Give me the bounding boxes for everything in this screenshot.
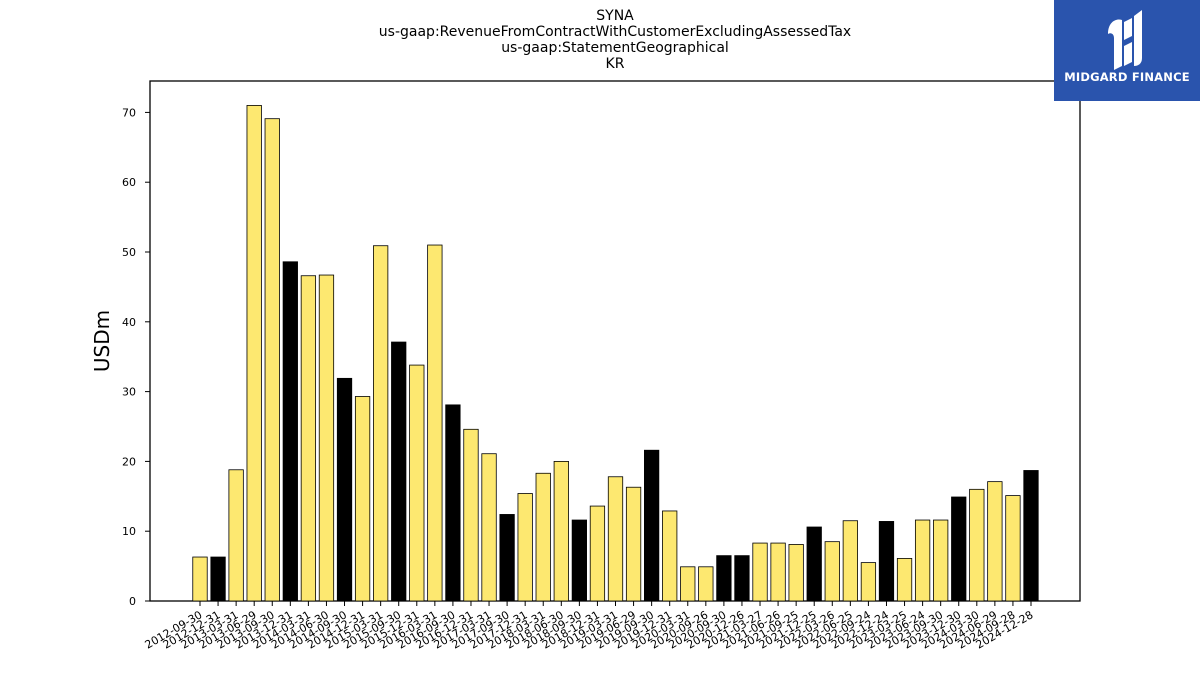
bar xyxy=(553,460,569,602)
bar xyxy=(824,541,840,602)
x-axis: 2012-09-302012-12-312013-03-312013-06-29… xyxy=(143,601,1036,652)
y-tick-label: 0 xyxy=(129,595,136,608)
brand-logo: MIDGARD FINANCE xyxy=(1054,0,1200,101)
bar xyxy=(680,566,696,602)
bar xyxy=(698,566,714,602)
y-axis: 0 10 20 30 40 50 60 70 xyxy=(122,106,150,608)
bar xyxy=(427,244,443,602)
bar xyxy=(788,544,804,602)
chart-title-line: KR xyxy=(606,56,625,72)
y-tick-label: 30 xyxy=(122,386,136,399)
bar xyxy=(987,481,1003,602)
bar xyxy=(752,542,768,602)
bar xyxy=(481,453,497,602)
chart-title-line: us-gaap:RevenueFromContractWithCustomerE… xyxy=(379,24,851,40)
bar xyxy=(625,486,642,602)
bar xyxy=(318,274,335,602)
bar xyxy=(499,514,515,602)
bar xyxy=(662,510,678,602)
bar xyxy=(878,521,895,602)
bar xyxy=(589,505,606,602)
bar xyxy=(770,542,786,602)
chart-title-line: SYNA xyxy=(596,8,634,24)
bar xyxy=(445,404,461,602)
bar xyxy=(644,449,660,602)
bar xyxy=(571,519,587,602)
bar xyxy=(409,364,425,602)
chart-title: SYNAus-gaap:RevenueFromContractWithCusto… xyxy=(379,8,851,72)
bar xyxy=(896,558,913,602)
bar xyxy=(951,496,967,602)
bar xyxy=(716,555,732,602)
bar xyxy=(806,526,822,602)
bar xyxy=(246,105,262,602)
bars xyxy=(192,105,1039,602)
bar xyxy=(1023,470,1039,602)
logo-text: MIDGARD FINANCE xyxy=(1064,70,1190,84)
logo-mark-icon xyxy=(1108,10,1142,70)
bar xyxy=(734,555,750,602)
bar xyxy=(192,556,208,602)
bar xyxy=(228,469,244,602)
bar xyxy=(607,476,624,602)
y-tick-label: 50 xyxy=(122,246,136,259)
chart-title-line: us-gaap:StatementGeographical xyxy=(501,40,729,56)
y-tick-label: 40 xyxy=(122,316,136,329)
bar xyxy=(463,428,479,602)
bar xyxy=(860,562,877,602)
bar xyxy=(914,519,931,602)
y-tick-label: 60 xyxy=(122,176,136,189)
bar xyxy=(933,519,949,602)
bar xyxy=(336,377,353,602)
bar xyxy=(1005,495,1021,602)
bar xyxy=(373,245,389,602)
bar xyxy=(282,261,298,602)
y-tick-label: 10 xyxy=(122,525,136,538)
bar xyxy=(517,493,533,602)
bar xyxy=(300,275,317,602)
bar xyxy=(535,472,551,602)
bar xyxy=(969,488,985,602)
bar xyxy=(842,520,858,602)
y-axis-label: USDm xyxy=(90,310,114,372)
bar xyxy=(210,556,226,602)
y-tick-label: 70 xyxy=(122,106,136,119)
bar xyxy=(354,396,371,602)
bar xyxy=(264,118,280,602)
bar xyxy=(391,341,407,602)
y-tick-label: 20 xyxy=(122,455,136,468)
